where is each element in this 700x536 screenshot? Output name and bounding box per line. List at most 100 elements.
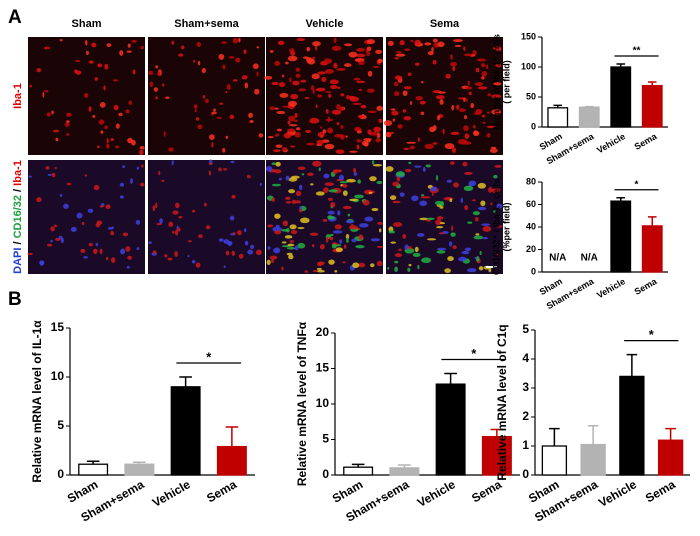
- cell: [424, 42, 432, 46]
- y-tick-label: 0: [522, 467, 529, 481]
- cell: [481, 223, 491, 226]
- cell: [139, 182, 145, 187]
- cell: [356, 53, 366, 58]
- cell: [322, 139, 330, 143]
- cell: [287, 55, 298, 62]
- cell: [161, 179, 165, 182]
- cell: [322, 218, 328, 222]
- value-label: N/A: [581, 253, 598, 264]
- cell: [398, 248, 402, 252]
- cell: [310, 183, 314, 186]
- cell: [187, 240, 192, 243]
- cell: [238, 253, 244, 259]
- cell: [457, 97, 468, 100]
- cell: [36, 67, 42, 73]
- cell: [327, 130, 333, 133]
- panel-label: B: [8, 289, 22, 310]
- cell: [247, 249, 254, 255]
- cell: [427, 51, 434, 56]
- cell: [407, 267, 411, 272]
- value-label: N/A: [549, 253, 566, 264]
- cell: [468, 180, 477, 187]
- cell: [165, 96, 170, 100]
- cell: [293, 119, 298, 122]
- cell: [463, 97, 466, 103]
- row-label-part: Iba-1: [12, 83, 24, 109]
- cell: [311, 73, 320, 80]
- cell: [356, 80, 366, 84]
- cell: [419, 100, 426, 105]
- cell: [320, 126, 323, 129]
- cell: [474, 217, 479, 222]
- cell: [271, 197, 275, 202]
- cell: [294, 245, 299, 251]
- cell: [103, 85, 106, 91]
- cell: [97, 63, 103, 68]
- cell: [349, 198, 358, 202]
- cell: [63, 203, 69, 209]
- cell: [404, 48, 411, 51]
- cell: [305, 129, 312, 133]
- cell: [339, 181, 349, 184]
- cell: [208, 162, 213, 165]
- micrograph-background: [148, 37, 265, 155]
- cell: [350, 224, 354, 227]
- cell: [225, 135, 229, 139]
- bar: [641, 225, 663, 273]
- cell: [328, 259, 335, 265]
- cell: [452, 245, 457, 250]
- cell: [464, 133, 470, 140]
- cell: [450, 131, 460, 135]
- cell: [353, 194, 364, 199]
- micrograph: [148, 159, 265, 274]
- cell: [275, 144, 283, 148]
- cell: [205, 225, 211, 230]
- cell: [399, 40, 405, 46]
- cell: [450, 54, 453, 60]
- cell: [99, 248, 103, 255]
- cell: [195, 262, 201, 268]
- cell: [171, 160, 174, 166]
- cell: [93, 248, 98, 255]
- cell: [411, 195, 419, 202]
- cell: [395, 171, 405, 177]
- cell: [318, 261, 325, 266]
- cell: [187, 254, 190, 258]
- cell: [163, 131, 166, 137]
- cell: [286, 228, 290, 233]
- cell: [281, 241, 287, 244]
- cell: [136, 166, 140, 170]
- cell: [495, 63, 502, 68]
- cell: [315, 191, 325, 196]
- cell: [295, 73, 301, 78]
- y-tick-label: 40: [526, 221, 536, 231]
- cell: [346, 178, 356, 183]
- cell: [285, 175, 290, 181]
- cell: [94, 77, 98, 81]
- y-tick-label: 5: [322, 432, 329, 446]
- y-tick-label: 1: [522, 438, 529, 452]
- error-bar: [490, 428, 504, 437]
- cell: [491, 187, 501, 194]
- cell: [139, 145, 145, 150]
- cell: [259, 182, 262, 186]
- cell: [489, 148, 498, 153]
- cell: [327, 210, 335, 215]
- micrograph-background: [386, 160, 503, 274]
- cell: [241, 75, 248, 80]
- cell: [315, 44, 318, 51]
- cell: [317, 131, 325, 138]
- cell: [394, 91, 400, 97]
- cell: [285, 61, 289, 65]
- cell: [282, 105, 290, 108]
- cell: [431, 192, 434, 196]
- cell: [387, 40, 394, 46]
- cell: [434, 201, 443, 206]
- cell: [296, 38, 306, 42]
- cell: [458, 256, 467, 262]
- micrograph-background: [28, 160, 145, 274]
- cell: [376, 132, 381, 139]
- cell: [296, 127, 301, 131]
- cell: [98, 119, 105, 125]
- cell: [315, 104, 318, 109]
